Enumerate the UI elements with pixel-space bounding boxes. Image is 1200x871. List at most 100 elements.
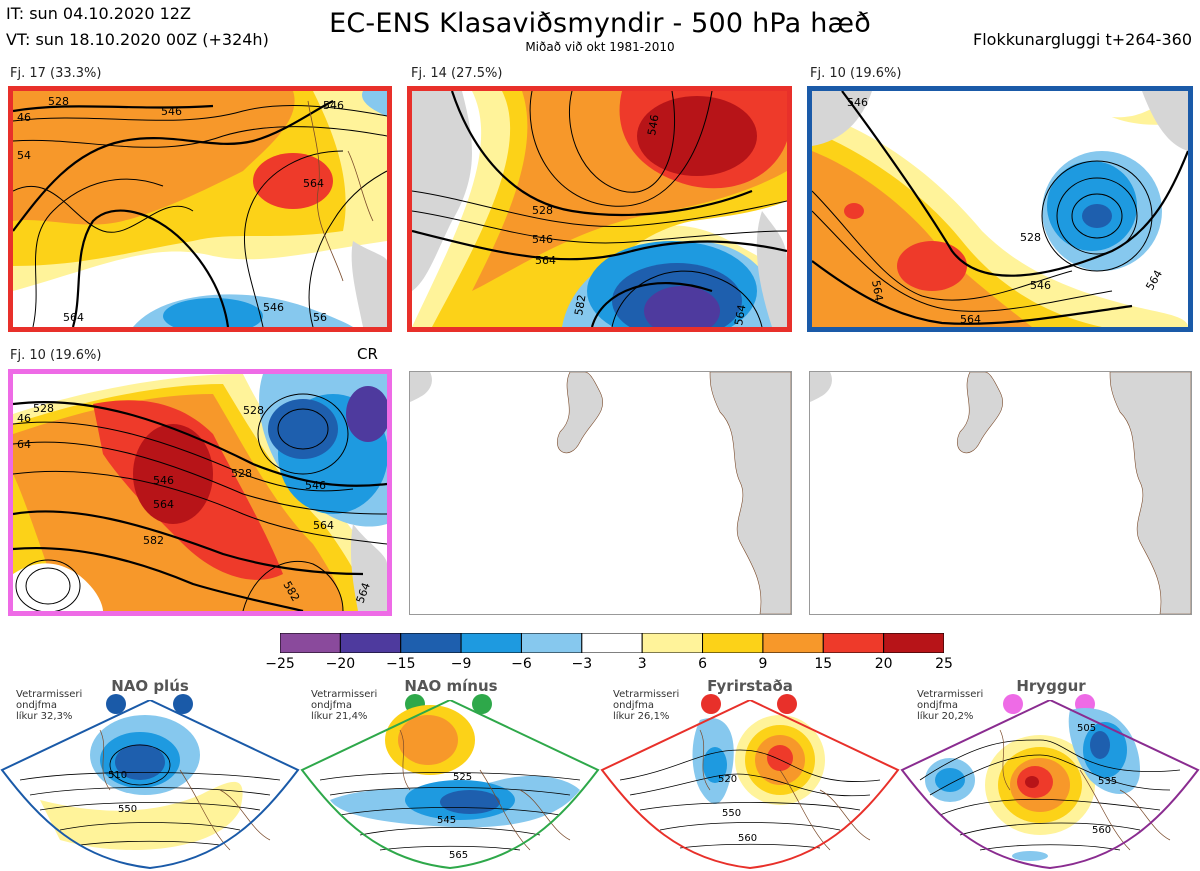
regime-3-map: 520 550 560 [600,700,900,870]
cluster-map-3: 528 546 564 564 564 546 [807,86,1193,332]
svg-text:546: 546 [161,105,182,118]
colorbar-swatch [400,633,462,653]
regime-2-name: NAO mínus [404,677,498,695]
regime-1-note-line: líkur 32,3% [16,711,73,722]
colorbar-swatch [339,633,402,653]
svg-text:546: 546 [847,96,868,109]
regime-4-note-line: líkur 20,2% [917,711,974,722]
regime-4-contour-label: 560 [1092,825,1111,836]
regime-1-contour-label: 550 [118,804,137,815]
colorbar [280,633,944,653]
regime-1-contour-label: 510 [108,770,127,781]
regime-2-contour-label: 525 [453,772,472,783]
svg-text:546: 546 [532,233,553,246]
svg-text:564: 564 [732,304,748,327]
colorbar-tick-label: −25 [265,656,295,672]
colorbar-swatch [520,633,583,653]
cluster-map-1: 46 528 546 54 564 546 546 56 564 [8,86,392,332]
regime-2-note: Vetrarmisseri ondjfma líkur 21,4% [311,689,377,722]
regime-3-dot-b [777,694,797,714]
regime-3-note-line: ondjfma [613,700,654,711]
svg-text:528: 528 [48,95,69,108]
colorbar-swatch [641,633,704,653]
svg-text:582: 582 [143,534,164,547]
page-subtitle: Miðað við okt 1981-2010 [525,40,675,54]
panel-4-tag: CR [357,345,378,363]
initial-time: IT: sun 04.10.2020 12Z [6,4,191,23]
regime-fans: 510 550 525 545 565 [0,700,1200,870]
panel-2-label: Fj. 14 (27.5%) [411,66,503,81]
svg-text:528: 528 [33,402,54,415]
regime-2-note-line: ondjfma [311,700,352,711]
colorbar-swatch [280,633,341,653]
svg-text:564: 564 [63,311,84,324]
svg-text:546: 546 [305,479,326,492]
svg-text:564: 564 [303,177,324,190]
regime-1-note-line: ondjfma [16,700,57,711]
panel-3-label: Fj. 10 (19.6%) [810,66,902,81]
regime-2-note-line: líkur 21,4% [311,711,368,722]
colorbar-tick-label: 9 [758,656,768,672]
valid-time: VT: sun 18.10.2020 00Z (+324h) [6,30,269,49]
svg-text:564: 564 [313,519,334,532]
svg-text:564: 564 [960,313,981,326]
colorbar-tick-label: −6 [511,656,532,672]
regime-2-contour-label: 565 [449,850,468,861]
regime-3-note-line: líkur 26,1% [613,711,670,722]
colorbar-tick-label: −3 [571,656,593,672]
regime-1-note-line: Vetrarmisseri [16,689,83,700]
regime-4-dot-a [1003,694,1023,714]
regime-2-note-line: Vetrarmisseri [311,689,378,700]
svg-text:528: 528 [231,467,252,480]
colorbar-swatch [581,633,643,653]
cluster-map-2: 528 546 564 582 546 564 [407,86,792,332]
svg-text:582: 582 [572,294,588,317]
svg-text:46: 46 [17,412,31,425]
colorbar-tick-label: −20 [325,656,356,672]
svg-text:546: 546 [153,474,174,487]
regime-1-name: NAO plús [111,677,189,695]
colorbar-swatch [822,633,885,653]
svg-text:546: 546 [1030,279,1051,292]
regime-1-dot-a [106,694,126,714]
svg-text:564: 564 [535,254,556,267]
regime-3-dot-a [701,694,721,714]
regime-4-note: Vetrarmisseri ondjfma líkur 20,2% [917,689,983,722]
empty-map-5 [409,371,792,615]
regime-1-dot-b [173,694,193,714]
svg-text:564: 564 [869,279,885,302]
colorbar-tick-label: 6 [698,656,707,672]
regime-3-note-line: Vetrarmisseri [613,689,680,700]
colorbar-tick-label: 15 [814,656,833,672]
svg-text:54: 54 [17,149,31,162]
svg-text:546: 546 [323,99,344,112]
svg-text:528: 528 [243,404,264,417]
regime-4-name: Hryggur [1016,677,1086,695]
svg-text:46: 46 [17,111,31,124]
panel-1-label: Fj. 17 (33.3%) [10,66,102,81]
empty-map-6 [809,371,1192,615]
regime-4-note-line: Vetrarmisseri [917,689,984,700]
regime-1-map: 510 550 [0,700,300,870]
cluster-map-4: 528 46 64 528 528 546 546 564 564 582 582 564 [8,369,392,616]
svg-text:546: 546 [263,301,284,314]
colorbar-tick-label: 25 [935,656,953,672]
colorbar-swatch [883,633,944,653]
colorbar-swatch [460,633,522,653]
regime-4-note-line: ondjfma [917,700,958,711]
svg-text:528: 528 [532,204,553,217]
regime-4-contour-label: 505 [1077,723,1096,734]
regime-3-contour-label: 550 [722,808,741,819]
svg-text:546: 546 [645,114,661,137]
colorbar-tick-label: −9 [450,656,472,672]
svg-text:528: 528 [1020,231,1041,244]
regime-3-name: Fyrirstaða [707,677,793,695]
regime-1-note: Vetrarmisseri ondjfma líkur 32,3% [16,689,82,722]
regime-4-map: 505 535 560 [900,700,1200,870]
page-title: EC-ENS Klasaviðsmyndir - 500 hPa hæð [329,8,871,39]
colorbar-tick-label: −15 [385,656,416,672]
panel-4-label: Fj. 10 (19.6%) [10,348,102,363]
svg-text:564: 564 [153,498,174,511]
regime-2-dot-b [472,694,492,714]
colorbar-swatch [762,633,824,653]
